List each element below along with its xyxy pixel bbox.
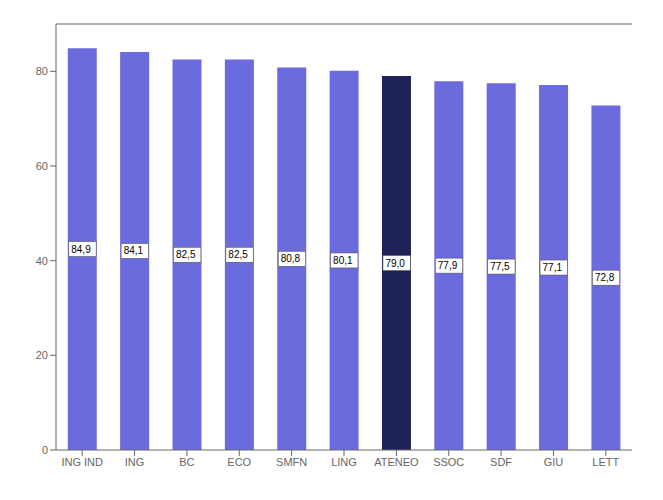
- svg-text:72,8: 72,8: [595, 272, 615, 283]
- svg-text:80,8: 80,8: [281, 253, 301, 264]
- svg-text:80: 80: [36, 65, 48, 77]
- svg-text:60: 60: [36, 160, 48, 172]
- svg-text:ING: ING: [125, 456, 145, 468]
- svg-text:84,1: 84,1: [124, 245, 144, 256]
- svg-text:77,1: 77,1: [543, 262, 563, 273]
- svg-text:77,5: 77,5: [490, 261, 510, 272]
- svg-text:LETT: LETT: [592, 456, 619, 468]
- svg-text:20: 20: [36, 349, 48, 361]
- svg-text:82,5: 82,5: [228, 249, 248, 260]
- svg-text:77,9: 77,9: [438, 260, 458, 271]
- svg-text:ATENEO: ATENEO: [374, 456, 419, 468]
- svg-text:ECO: ECO: [227, 456, 251, 468]
- svg-text:BC: BC: [179, 456, 194, 468]
- svg-text:SDF: SDF: [490, 456, 512, 468]
- svg-text:79,0: 79,0: [385, 258, 405, 269]
- svg-text:84,9: 84,9: [71, 244, 91, 255]
- svg-text:ING IND: ING IND: [61, 456, 103, 468]
- svg-text:GIU: GIU: [544, 456, 564, 468]
- svg-text:40: 40: [36, 255, 48, 267]
- svg-text:LING: LING: [331, 456, 357, 468]
- svg-text:80,1: 80,1: [333, 255, 353, 266]
- svg-text:SMFN: SMFN: [276, 456, 307, 468]
- svg-text:0: 0: [42, 444, 48, 456]
- svg-text:SSOC: SSOC: [433, 456, 464, 468]
- svg-text:82,5: 82,5: [176, 249, 196, 260]
